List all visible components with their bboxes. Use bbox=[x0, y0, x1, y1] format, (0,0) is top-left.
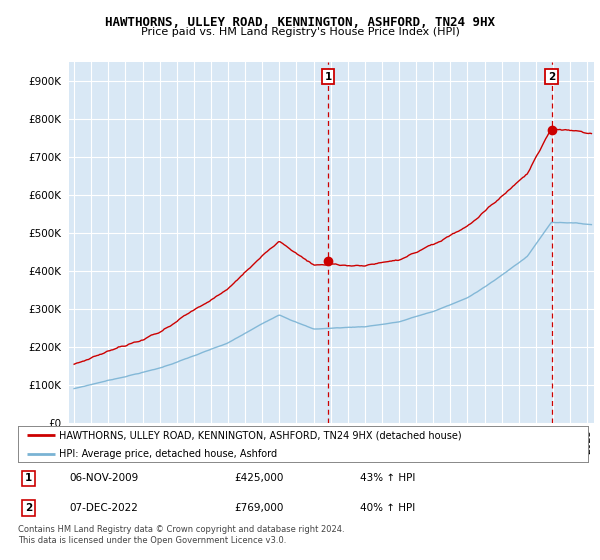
Text: 43% ↑ HPI: 43% ↑ HPI bbox=[360, 473, 415, 483]
Text: 06-NOV-2009: 06-NOV-2009 bbox=[70, 473, 139, 483]
Text: 40% ↑ HPI: 40% ↑ HPI bbox=[360, 503, 415, 513]
Text: 07-DEC-2022: 07-DEC-2022 bbox=[70, 503, 138, 513]
Text: 2: 2 bbox=[25, 503, 32, 513]
Text: Price paid vs. HM Land Registry's House Price Index (HPI): Price paid vs. HM Land Registry's House … bbox=[140, 27, 460, 38]
Text: 1: 1 bbox=[325, 72, 332, 82]
Text: HAWTHORNS, ULLEY ROAD, KENNINGTON, ASHFORD, TN24 9HX: HAWTHORNS, ULLEY ROAD, KENNINGTON, ASHFO… bbox=[105, 16, 495, 29]
Text: HPI: Average price, detached house, Ashford: HPI: Average price, detached house, Ashf… bbox=[59, 449, 277, 459]
Text: 1: 1 bbox=[25, 473, 32, 483]
Text: Contains HM Land Registry data © Crown copyright and database right 2024.
This d: Contains HM Land Registry data © Crown c… bbox=[18, 525, 344, 545]
Text: HAWTHORNS, ULLEY ROAD, KENNINGTON, ASHFORD, TN24 9HX (detached house): HAWTHORNS, ULLEY ROAD, KENNINGTON, ASHFO… bbox=[59, 431, 461, 440]
Text: £425,000: £425,000 bbox=[235, 473, 284, 483]
Text: 2: 2 bbox=[548, 72, 555, 82]
Text: £769,000: £769,000 bbox=[235, 503, 284, 513]
